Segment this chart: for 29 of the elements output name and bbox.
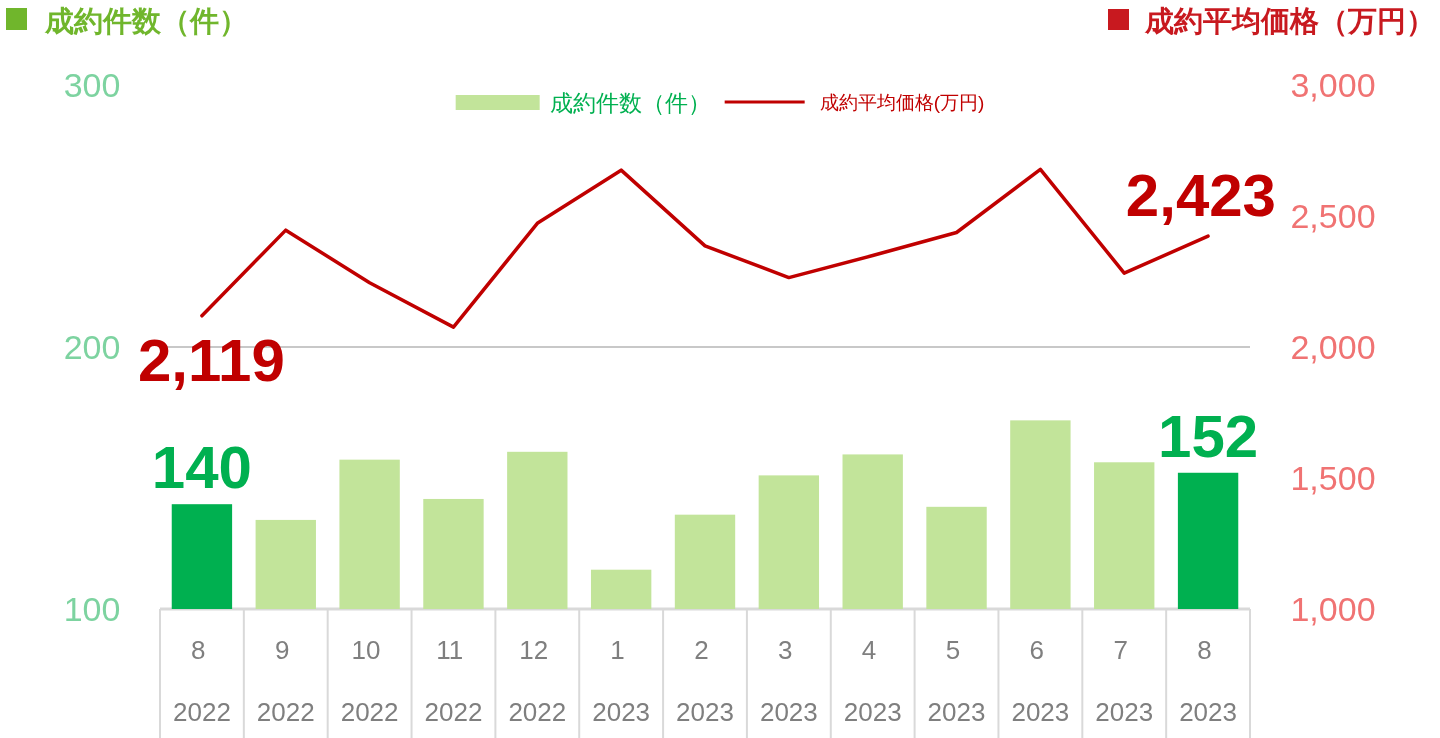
legend-label: 成約件数（件） [549,90,711,116]
y2-tick-label: 3,000 [1290,66,1376,104]
y2-axis-title: 成約平均価格（万円） [1144,5,1435,37]
category-label: 1 2023 [592,635,651,727]
category-label: 8 2023 [1179,635,1237,727]
y2-tick-label: 1,000 [1290,590,1376,628]
category-label: 10 2022 [340,635,399,727]
legend-label: 成約平均価格(万円) [819,92,985,113]
y2-tick-label: 1,500 [1290,459,1376,497]
y2-tick-label: 2,000 [1290,328,1376,366]
y-tick-label: 200 [63,328,121,366]
y2-tick-label: 2,500 [1290,197,1376,235]
category-label: 4 2023 [843,635,902,727]
category-label: 9 2022 [256,635,315,727]
category-label: 8 2022 [173,635,231,727]
category-label: 12 2022 [508,635,567,727]
data-label: 2,423 [1125,162,1276,230]
category-label: 5 2023 [927,635,986,727]
category-label: 7 2023 [1095,635,1154,727]
data-label: 2,119 [138,326,285,394]
y-axis-title: 成約件数（件） [44,5,248,37]
y-tick-label: 300 [63,66,121,104]
category-label: 2 2023 [676,635,734,727]
y-tick-label: 100 [63,590,121,628]
category-label: 6 2023 [1011,635,1070,727]
category-label: 3 2023 [759,635,818,727]
data-label: 140 [151,434,252,502]
category-label: 11 2022 [424,635,483,727]
data-label: 152 [1158,402,1259,470]
